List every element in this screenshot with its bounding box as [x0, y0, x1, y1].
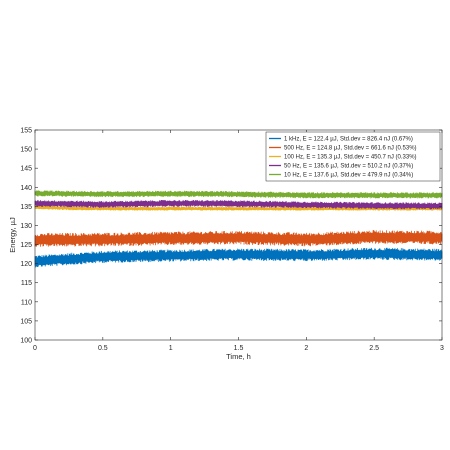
legend-entry: 10 Hz, E = 137.6 µJ, Std.dev = 479.9 nJ … [284, 173, 413, 179]
x-tick-label: 1 [169, 345, 173, 352]
series-line-1 [34, 230, 443, 247]
y-tick-label: 130 [20, 223, 32, 230]
y-tick-label: 105 [20, 318, 32, 325]
y-tick-label: 100 [20, 338, 32, 345]
series-line-0 [34, 247, 443, 268]
legend-entry: 50 Hz, E = 135.6 µJ, Std.dev = 510.2 nJ … [284, 164, 413, 170]
y-axis-label: Energy, µJ [8, 217, 17, 253]
x-tick-label: 2 [304, 345, 308, 352]
y-tick-label: 110 [21, 299, 32, 306]
legend-entry: 100 Hz, E = 135.3 µJ, Std.dev = 450.7 nJ… [284, 155, 417, 161]
legend: 1 kHz, E = 122.4 µJ, Std.dev = 826.4 nJ … [265, 131, 441, 182]
x-tick-label: 2.5 [369, 345, 379, 352]
x-tick-label: 3 [440, 345, 444, 352]
y-tick-label: 140 [20, 185, 32, 192]
legend-entry: 1 kHz, E = 122.4 µJ, Std.dev = 826.4 nJ … [284, 137, 413, 143]
series-line-3 [34, 199, 443, 210]
y-tick-label: 135 [20, 204, 32, 211]
y-tick-label: 125 [20, 242, 32, 249]
legend-box [265, 131, 441, 182]
x-tick-label: 0 [33, 345, 37, 352]
y-tick-label: 145 [20, 166, 32, 173]
x-tick-label: 0.5 [98, 345, 108, 352]
y-tick-label: 120 [20, 261, 32, 268]
series-layer [34, 190, 443, 268]
y-tick-label: 115 [21, 280, 32, 287]
series-line-2 [34, 205, 443, 211]
series-line-4 [34, 190, 443, 199]
y-tick-label: 155 [20, 128, 32, 135]
x-axis-label: Time, h [226, 352, 251, 361]
y-tick-label: 150 [20, 147, 32, 154]
legend-entry: 500 Hz, E = 124.8 µJ, Std.dev = 661.6 nJ… [284, 146, 417, 152]
x-tick-label: 1.5 [234, 345, 244, 352]
